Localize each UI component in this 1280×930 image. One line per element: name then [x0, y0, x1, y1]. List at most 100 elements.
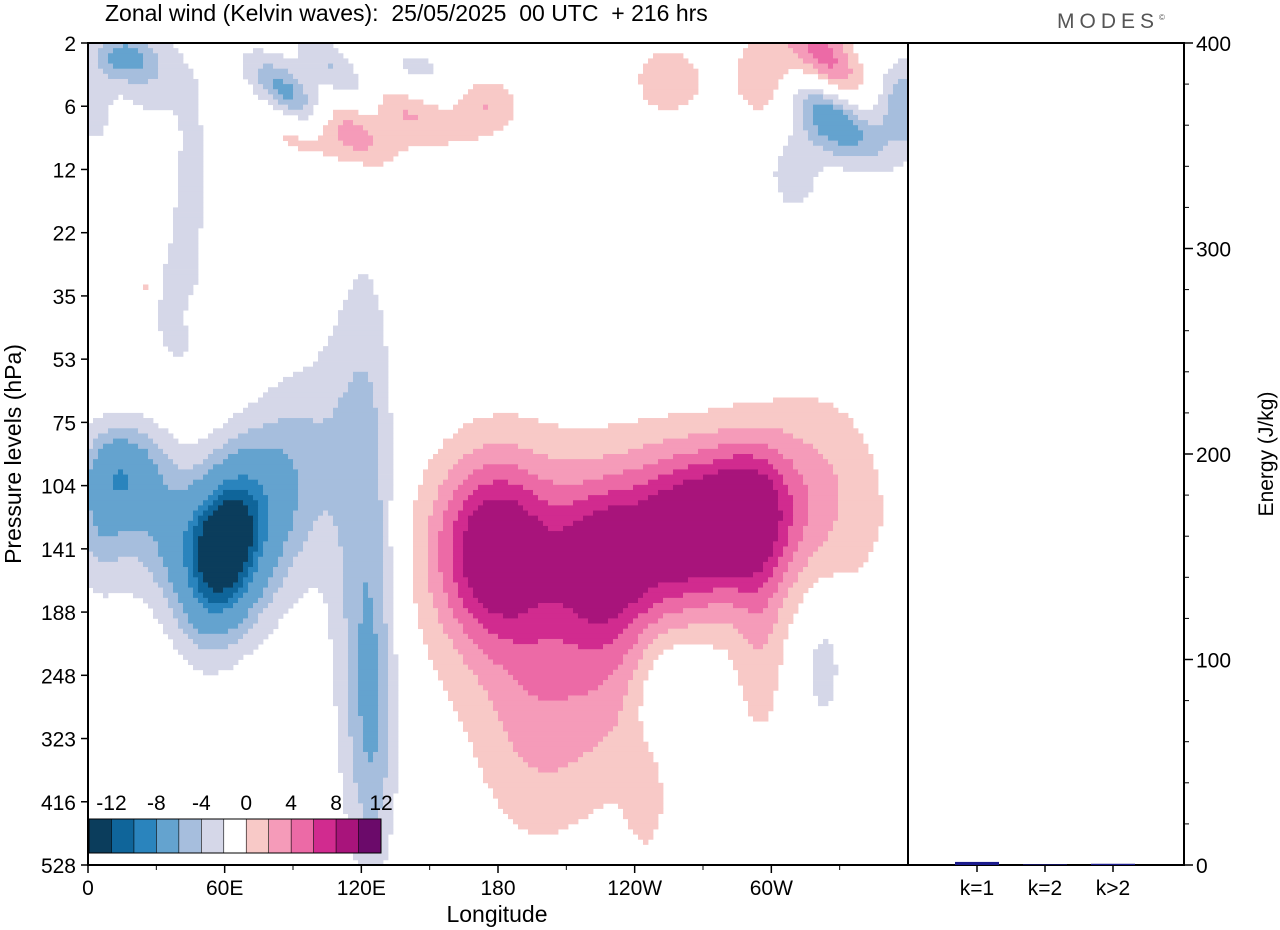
colorbar-swatch	[313, 819, 337, 853]
wind-anomaly-cell	[198, 597, 209, 604]
wind-anomaly-cell	[833, 469, 879, 475]
wind-anomaly-cell	[348, 649, 359, 655]
wind-anomaly-cell	[333, 669, 349, 676]
wind-anomaly-cell	[88, 510, 94, 517]
wind-anomaly-cell	[783, 454, 824, 460]
wind-anomaly-cell	[793, 520, 809, 527]
colorbar-label: 8	[330, 792, 342, 815]
wind-anomaly-cell	[383, 99, 424, 106]
wind-anomaly-cell	[778, 505, 794, 511]
wind-anomaly-cell	[158, 310, 184, 316]
wind-anomaly-cell	[683, 608, 749, 614]
wind-anomaly-cell	[213, 428, 249, 434]
wind-anomaly-cell	[473, 84, 504, 90]
wind-anomaly-cell	[523, 484, 634, 491]
wind-anomaly-cell	[798, 469, 834, 475]
wind-anomaly-cell	[733, 402, 834, 409]
wind-anomaly-cell	[333, 690, 349, 696]
wind-anomaly-cell	[188, 633, 244, 640]
wind-anomaly-cell	[788, 561, 809, 568]
wind-anomaly-cell	[298, 53, 344, 59]
wind-anomaly-cell	[158, 582, 174, 588]
wind-anomaly-cell	[198, 561, 244, 568]
wind-anomaly-cell	[778, 448, 819, 455]
wind-anomaly-cell	[463, 505, 479, 511]
wind-anomaly-cell	[623, 813, 659, 820]
wind-anomaly-cell	[833, 53, 849, 59]
wind-anomaly-cell	[158, 464, 179, 470]
wind-anomaly-cell	[438, 567, 454, 573]
wind-anomaly-cell	[783, 572, 799, 578]
wind-anomaly-cell	[338, 731, 349, 737]
wind-anomaly-cell	[413, 597, 434, 604]
wind-anomaly-cell	[343, 140, 374, 147]
wind-anomaly-cell	[298, 469, 379, 475]
wind-anomaly-cell	[143, 104, 199, 111]
wind-anomaly-cell	[318, 135, 339, 142]
wind-anomaly-cell	[158, 320, 184, 326]
chart-title: Zonal wind (Kelvin waves): 25/05/2025 00…	[105, 0, 708, 26]
wind-anomaly-cell	[238, 638, 264, 645]
wind-anomaly-cell	[453, 577, 469, 583]
wind-anomaly-cell	[333, 638, 349, 645]
wind-anomaly-cell	[163, 556, 184, 563]
wind-anomaly-cell	[853, 109, 889, 116]
wind-anomaly-cell	[778, 618, 794, 624]
wind-anomaly-cell	[673, 469, 719, 475]
wind-anomaly-cell	[133, 592, 164, 599]
wind-anomaly-cell	[423, 479, 444, 486]
wind-anomaly-cell	[778, 489, 789, 496]
wind-anomaly-cell	[178, 649, 254, 655]
wind-anomaly-cell	[893, 63, 908, 70]
wind-anomaly-cell	[453, 638, 474, 645]
wind-anomaly-cell	[128, 78, 149, 85]
wind-anomaly-cell	[878, 94, 889, 100]
wind-anomaly-cell	[738, 628, 774, 635]
wind-anomaly-cell	[788, 592, 804, 599]
wind-anomaly-cell	[353, 741, 364, 748]
wind-anomaly-cell	[213, 510, 249, 517]
wind-anomaly-cell	[228, 438, 379, 445]
wind-anomaly-cell	[808, 495, 839, 501]
wind-anomaly-cell	[763, 608, 779, 614]
wind-anomaly-cell	[773, 546, 784, 553]
wind-anomaly-cell	[383, 541, 389, 547]
wind-anomaly-cell	[383, 592, 394, 599]
wind-anomaly-cell	[428, 520, 444, 527]
wind-anomaly-cell	[813, 140, 839, 147]
wind-anomaly-cell	[278, 587, 309, 594]
wind-anomaly-cell	[438, 669, 474, 676]
wind-anomaly-cell	[263, 84, 274, 90]
wind-anomaly-cell	[813, 53, 834, 59]
wind-anomaly-cell	[253, 556, 259, 563]
wind-anomaly-cell	[328, 335, 384, 342]
wind-anomaly-cell	[178, 125, 204, 131]
wind-anomaly-cell	[778, 536, 789, 542]
wind-anomaly-cell	[373, 751, 389, 758]
wind-anomaly-cell	[193, 587, 199, 594]
wind-anomaly-cell	[738, 674, 779, 681]
wind-anomaly-cell	[383, 787, 399, 794]
wind-anomaly-cell	[793, 495, 809, 501]
wind-anomaly-cell	[258, 613, 284, 619]
wind-anomaly-cell	[413, 515, 429, 522]
wind-anomaly-cell	[268, 525, 294, 532]
wind-anomaly-cell	[473, 418, 539, 424]
wind-anomaly-cell	[378, 464, 394, 470]
wind-anomaly-cell	[233, 412, 334, 419]
wind-anomaly-cell	[333, 63, 354, 70]
wind-anomaly-cell	[363, 731, 379, 737]
wind-anomaly-cell	[643, 628, 669, 635]
wind-anomaly-cell	[178, 114, 199, 121]
wind-anomaly-cell	[233, 582, 244, 588]
wind-anomaly-cell	[358, 787, 384, 794]
wind-anomaly-cell	[328, 633, 349, 640]
wind-anomaly-cell	[198, 546, 249, 553]
wind-anomaly-cell	[198, 628, 229, 635]
wind-anomaly-cell	[173, 638, 194, 645]
wind-anomaly-cell	[458, 649, 484, 655]
wind-anomaly-cell	[503, 613, 519, 619]
wind-anomaly-cell	[378, 813, 394, 820]
wind-anomaly-cell	[488, 608, 529, 614]
wind-anomaly-cell	[338, 716, 349, 722]
